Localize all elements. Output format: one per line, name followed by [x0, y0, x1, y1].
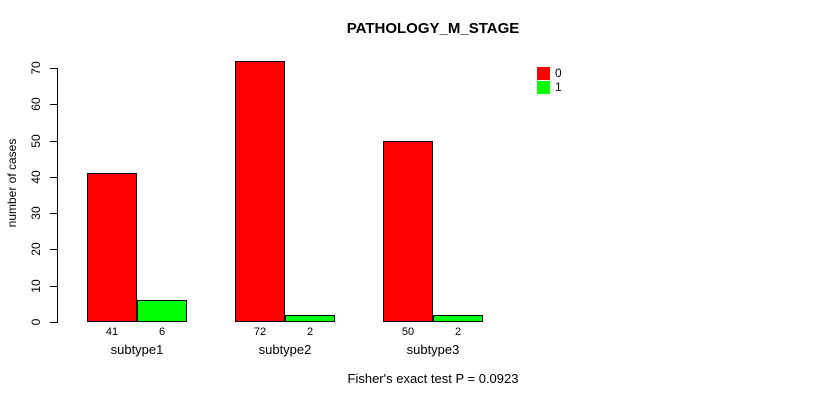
annotation-text: Fisher's exact test P = 0.0923	[347, 371, 519, 386]
category-label-subtype3: subtype3	[406, 342, 460, 357]
bar-count-label: 72	[253, 326, 267, 338]
category-label-subtype2: subtype2	[258, 342, 312, 357]
bar-count-label: 2	[454, 326, 462, 338]
y-tick-label: 60	[29, 97, 43, 111]
y-tick-mark	[50, 68, 57, 69]
legend-label: 1	[555, 80, 562, 94]
y-axis-label: number of cases	[5, 138, 19, 228]
legend-swatch-0	[537, 66, 550, 80]
y-tick-label: 30	[29, 206, 43, 220]
y-tick-label: 70	[29, 61, 43, 75]
bar-count-label: 6	[158, 326, 166, 338]
y-tick-mark	[50, 140, 57, 142]
bar-subtype2-1	[285, 315, 335, 322]
bar-count-label: 41	[105, 326, 119, 338]
y-tick-mark	[50, 322, 57, 323]
chart-title: PATHOLOGY_M_STAGE	[346, 20, 520, 37]
bar-subtype2-0	[235, 61, 285, 322]
y-tick-mark	[50, 176, 57, 178]
bar-subtype3-1	[433, 315, 483, 322]
y-tick-label: 20	[29, 242, 43, 257]
y-tick-label: 40	[29, 170, 43, 184]
legend-row: 0	[537, 66, 562, 80]
y-axis-line	[57, 68, 58, 323]
y-tick-label: 0	[29, 318, 43, 326]
legend-swatch-1	[537, 80, 550, 94]
bar-subtype3-0	[383, 141, 433, 322]
y-tick-mark	[50, 213, 57, 215]
y-tick-mark	[50, 104, 57, 106]
y-tick-label: 50	[29, 133, 43, 148]
y-tick-mark	[50, 285, 57, 287]
bar-count-label: 2	[306, 326, 314, 338]
legend-row: 1	[537, 80, 562, 94]
category-label-subtype1: subtype1	[110, 342, 164, 357]
y-tick-label: 10	[29, 279, 43, 293]
bar-subtype1-1	[137, 300, 187, 322]
bar-subtype1-0	[87, 173, 137, 322]
legend-label: 0	[555, 66, 562, 80]
bar-count-label: 50	[401, 326, 415, 338]
y-tick-mark	[50, 249, 57, 251]
